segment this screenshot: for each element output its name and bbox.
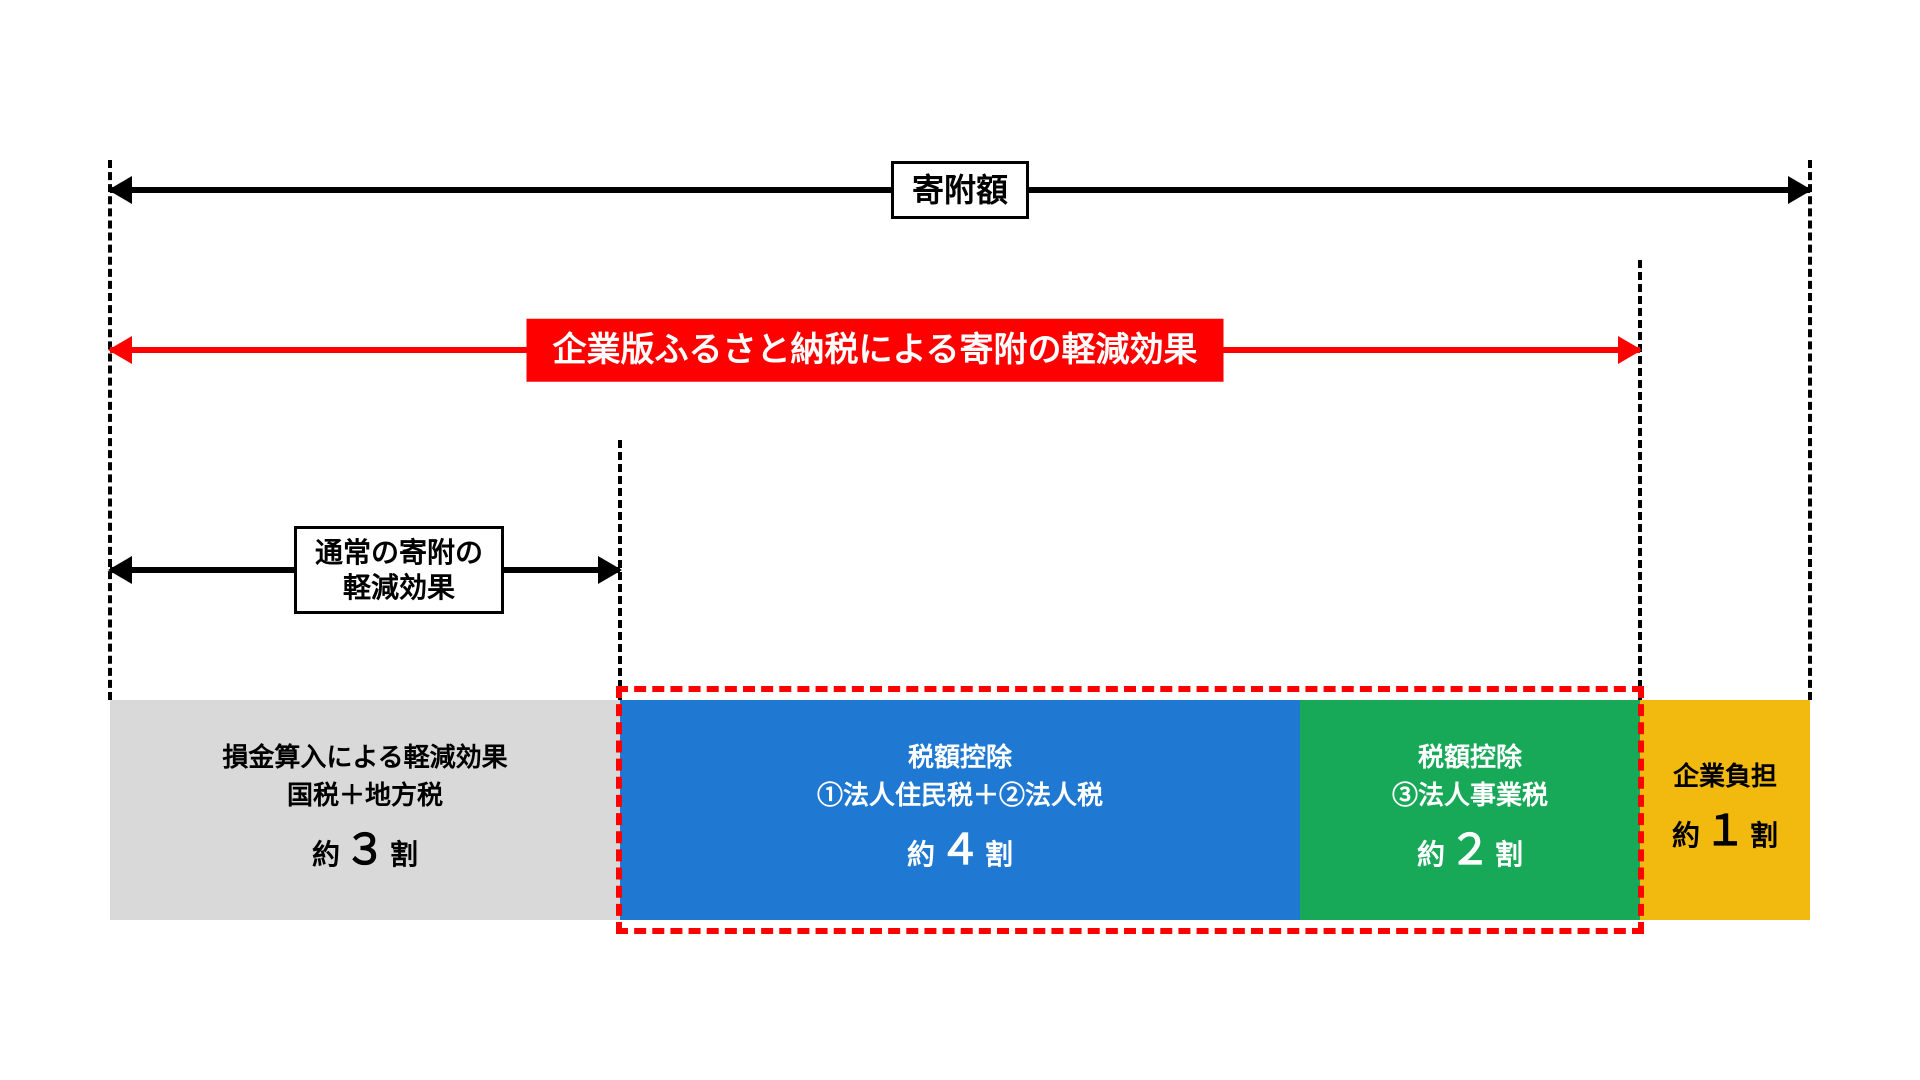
segment-subtitle: 国税＋地方税 [287,777,443,815]
segment-ratio: 約１割 [1672,801,1778,862]
segment-subtitle: ①法人住民税＋②法人税 [817,777,1103,815]
segment-ratio: 約４割 [907,820,1013,881]
guide-line-3 [1808,160,1812,700]
segment-subtitle: ③法人事業税 [1392,777,1548,815]
segment-ratio: 約３割 [312,820,418,881]
guide-line-0 [108,160,112,700]
arrow-label-normal: 通常の寄附の軽減効果 [294,526,504,614]
arrow-label-total: 寄附額 [891,161,1029,219]
segment-deductible: 損金算入による軽減効果国税＋地方税約３割 [110,700,620,920]
segment-title: 損金算入による軽減効果 [222,739,507,777]
arrow-label-furusato: 企業版ふるさと納税による寄附の軽減効果 [527,319,1224,382]
segment-burden: 企業負担約１割 [1640,700,1810,920]
segment-title: 税額控除 [908,739,1012,777]
segment-title: 企業負担 [1673,758,1777,796]
guide-line-2 [1638,260,1642,700]
segment-credit-resident: 税額控除①法人住民税＋②法人税約４割 [620,700,1300,920]
segment-credit-business: 税額控除③法人事業税約２割 [1300,700,1640,920]
diagram-canvas: 寄附額企業版ふるさと納税による寄附の軽減効果通常の寄附の軽減効果損金算入による軽… [110,160,1810,920]
segment-title: 税額控除 [1418,739,1522,777]
segment-ratio: 約２割 [1417,820,1523,881]
